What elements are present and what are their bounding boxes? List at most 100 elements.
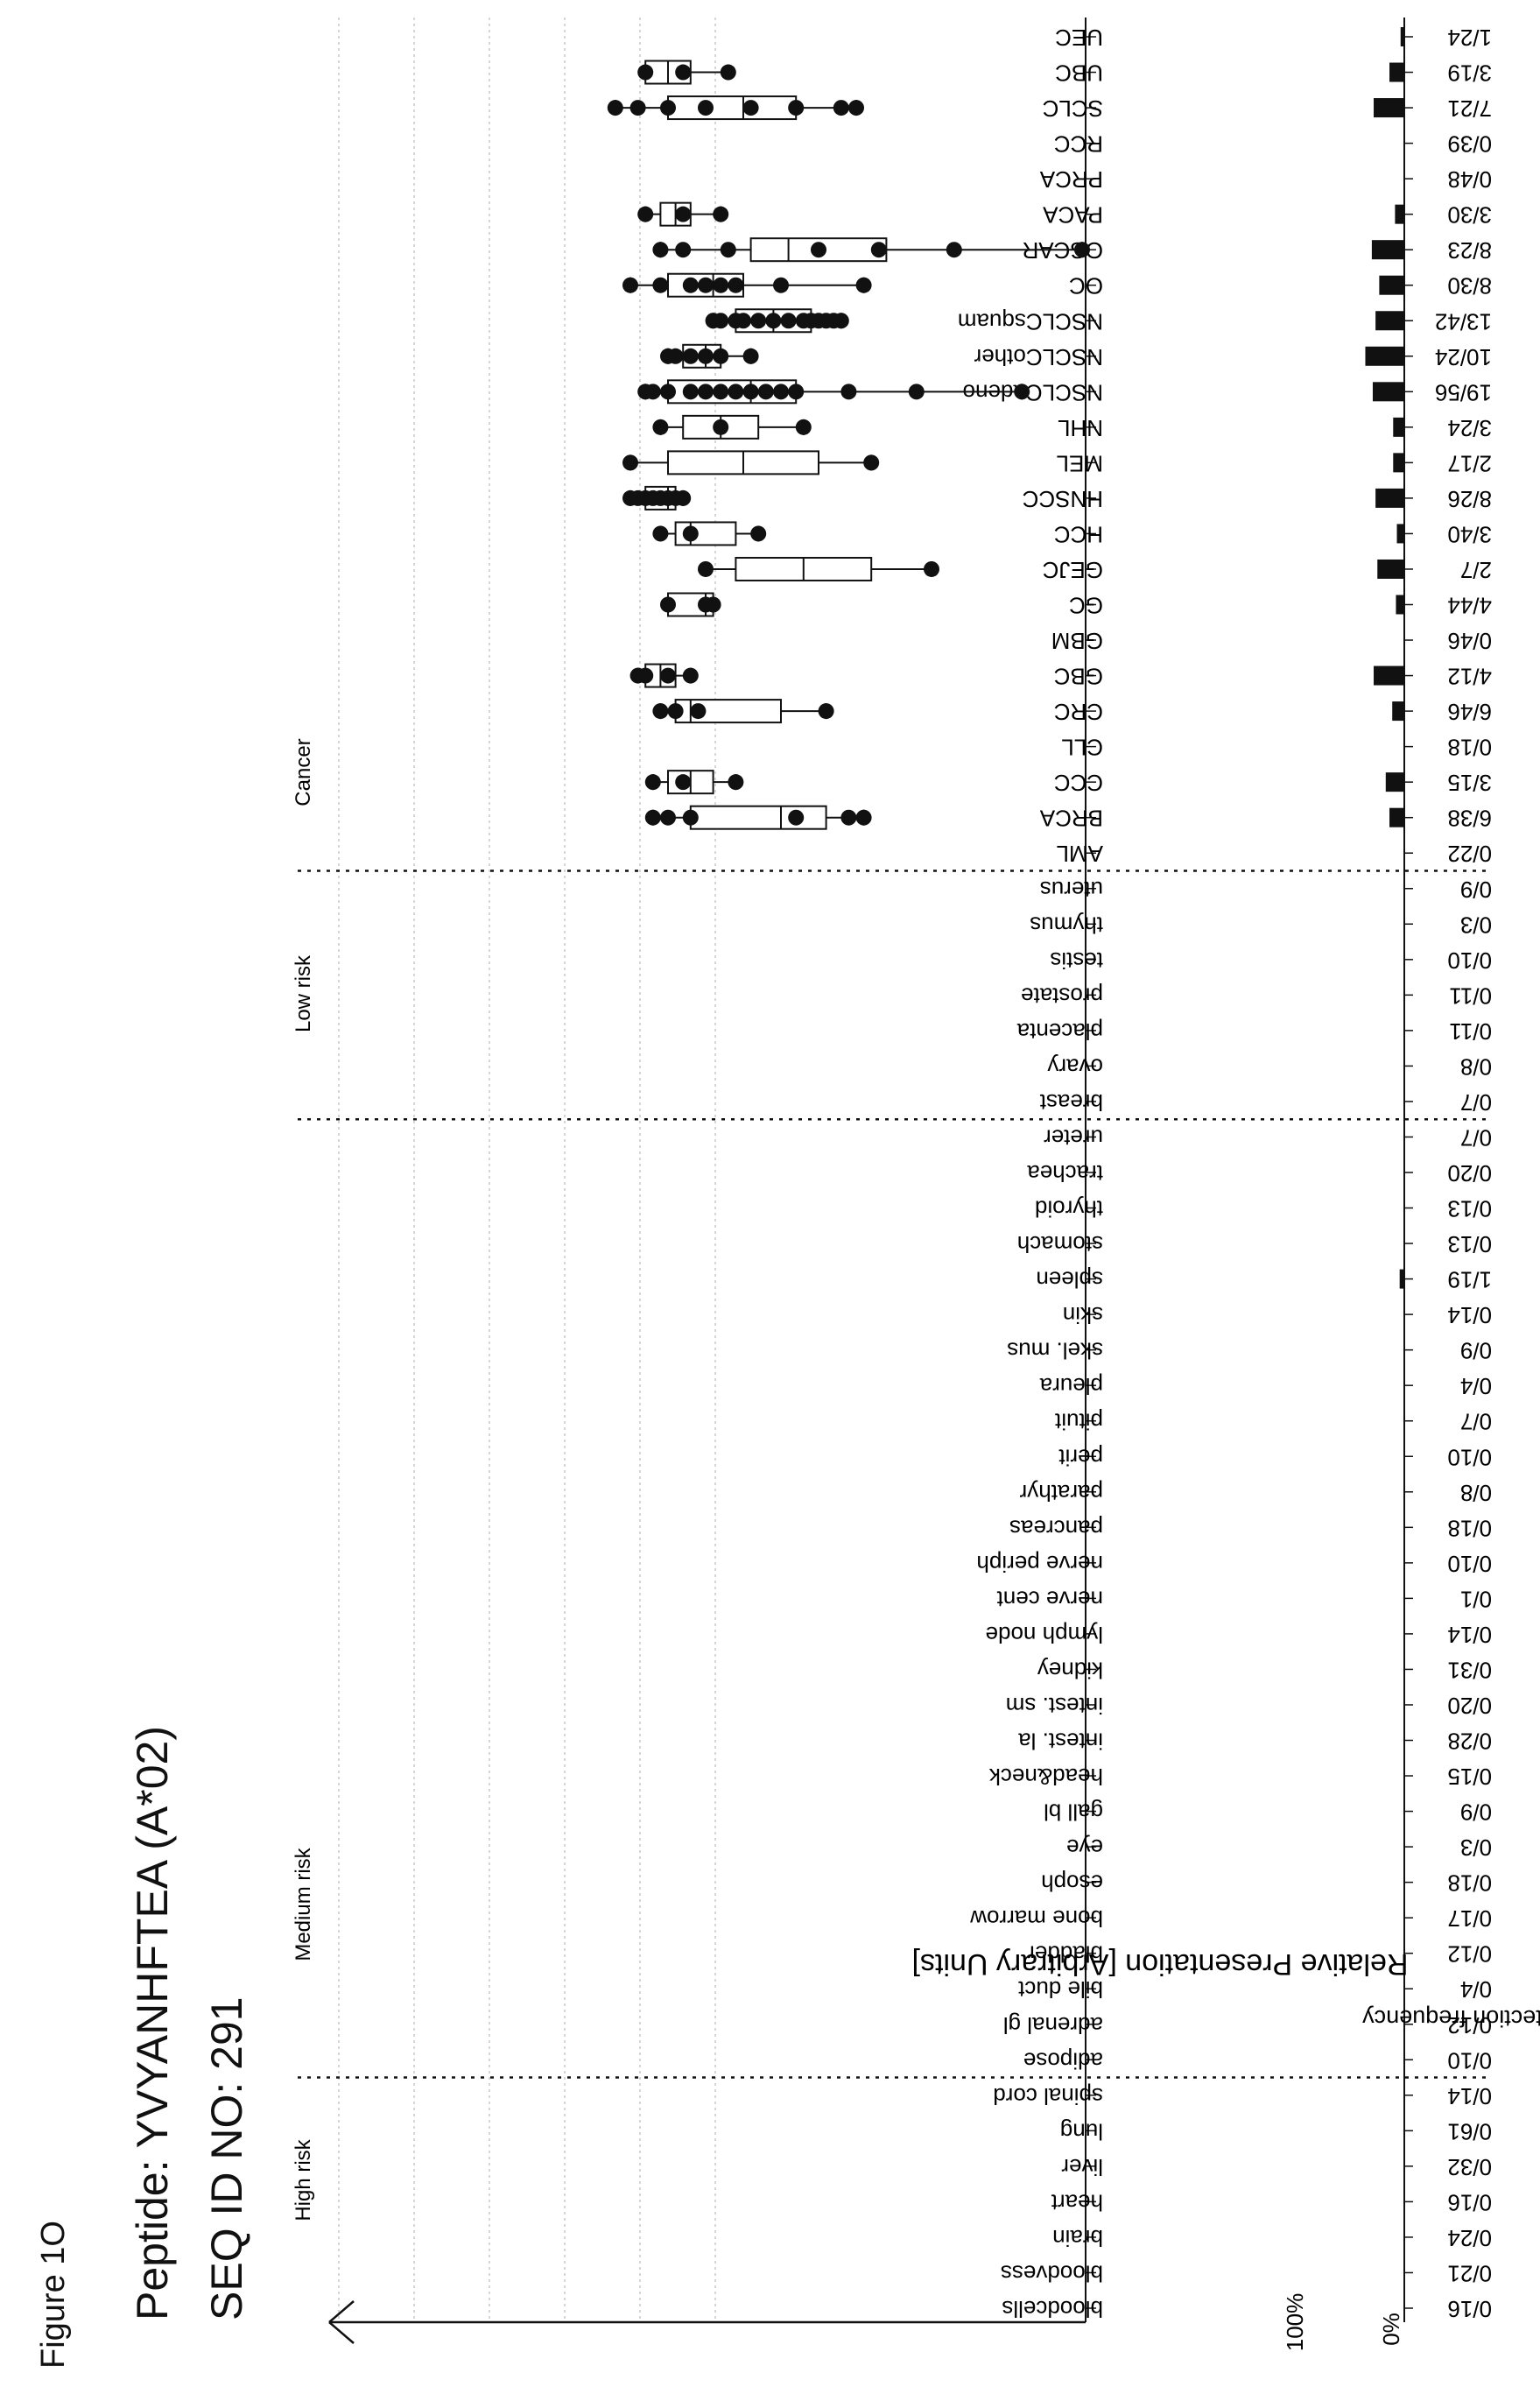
freq-label-bile-duct: 0/4 (1460, 1976, 1492, 2003)
data-point (622, 489, 638, 506)
freq-label-uterus: 0/9 (1460, 877, 1492, 903)
data-point (682, 525, 699, 542)
data-point (742, 100, 759, 116)
category-label-testis: testis (1050, 947, 1103, 974)
data-point (675, 774, 692, 791)
freq-label-nerve-periph: 0/10 (1447, 1551, 1492, 1577)
freq-label-gc: 4/44 (1447, 593, 1492, 619)
category-label-gejc: GEJC (1043, 557, 1103, 583)
freq-label-liver: 0/32 (1447, 2154, 1492, 2180)
data-point (652, 242, 669, 258)
group-label-low-risk: Low risk (292, 954, 315, 1032)
category-label-adrenal-gl: adrenal gl (1003, 2012, 1103, 2038)
freq-bar-nsclcadeno (1372, 382, 1404, 402)
category-label-pituit: pituit (1054, 1409, 1103, 1435)
category-label-lymph-node: lymph node (986, 1622, 1103, 1648)
data-point (788, 384, 805, 400)
freq-label-adipose: 0/10 (1447, 2047, 1492, 2074)
freq-label-aml: 0/22 (1447, 841, 1492, 867)
freq-bar-ccc (1385, 772, 1404, 792)
data-point (908, 384, 925, 400)
data-point (848, 100, 864, 116)
freq-label-gbm: 0/46 (1447, 628, 1492, 654)
data-point (863, 454, 880, 471)
category-label-adipose: adipose (1023, 2047, 1103, 2074)
category-label-cll: CLL (1061, 735, 1103, 761)
category-label-hcc: HCC (1054, 521, 1103, 547)
category-label-nhl: NHL (1058, 415, 1103, 441)
data-point (811, 242, 826, 258)
data-point (667, 703, 684, 720)
freq-label-parathyr: 0/8 (1460, 1480, 1492, 1506)
group-separators (298, 870, 1488, 2079)
data-point (742, 348, 759, 364)
box-plots (607, 60, 1090, 830)
category-label-gbm: GBM (1051, 628, 1103, 654)
data-point (946, 242, 962, 258)
freq-label-gall-bl: 0/9 (1460, 1799, 1492, 1826)
data-point (765, 313, 782, 329)
freq-bar-uec (1400, 27, 1404, 46)
freq-label-thymus: 0/3 (1460, 912, 1492, 938)
freq-tick-0: 0% (1378, 2313, 1404, 2346)
category-label-bloodvess: bloodvess (1001, 2260, 1103, 2286)
category-label-ovary: ovary (1047, 1053, 1103, 1080)
freq-label-testis: 0/10 (1447, 947, 1492, 974)
freq-label-oscar: 8/23 (1447, 237, 1492, 264)
category-label-prostate: prostate (1021, 982, 1103, 1009)
freq-label-intest-la: 0/28 (1447, 1729, 1492, 1755)
freq-label-placenta: 0/11 (1449, 1018, 1492, 1045)
freq-label-rcc: 0/39 (1447, 131, 1492, 158)
data-point (644, 809, 661, 826)
data-point (713, 206, 729, 222)
freq-label-ovary: 0/8 (1460, 1053, 1492, 1080)
freq-bar-oc (1379, 275, 1404, 295)
freq-label-lung: 0/61 (1447, 2118, 1492, 2144)
data-point (675, 64, 692, 81)
data-point (742, 384, 759, 400)
freq-label-pituit: 0/7 (1460, 1409, 1492, 1435)
category-label-crc: CRC (1054, 699, 1103, 725)
category-label-uterus: uterus (1040, 877, 1103, 903)
category-label-heart: heart (1051, 2189, 1103, 2215)
freq-tick-100: 100% (1282, 2293, 1308, 2352)
data-point (833, 100, 849, 116)
freq-label-gbc: 4/12 (1447, 664, 1492, 690)
category-label-pleura: pleura (1039, 1373, 1103, 1399)
data-point (713, 384, 729, 400)
freq-label-ureter: 0/7 (1460, 1124, 1492, 1151)
freq-label-sclc: 7/21 (1447, 95, 1492, 122)
category-label-kidney: kidney (1037, 1657, 1103, 1683)
data-point (728, 277, 744, 293)
freq-label-adrenal-gl: 0/12 (1447, 2012, 1492, 2038)
data-point (660, 596, 676, 613)
freq-label-bloodvess: 0/21 (1447, 2260, 1492, 2286)
box-brca (689, 805, 827, 830)
data-point (682, 809, 699, 826)
category-label-parathyr: parathyr (1019, 1480, 1103, 1506)
data-point (698, 560, 714, 577)
freq-label-paca: 3/30 (1447, 202, 1492, 229)
freq-label-perit: 0/10 (1447, 1444, 1492, 1470)
freq-label-nsclcsquam: 13/42 (1435, 308, 1492, 334)
data-point (622, 454, 638, 471)
data-point (607, 100, 623, 116)
category-label-pancreas: pancreas (1009, 1515, 1103, 1541)
freq-label-spinal-cord: 0/14 (1447, 2083, 1492, 2109)
freq-label-uec: 1/24 (1447, 25, 1492, 51)
category-label-spleen: spleen (1036, 1267, 1103, 1293)
data-point (818, 703, 834, 720)
category-label-hnscc: HNSCC (1023, 486, 1103, 512)
data-point (728, 774, 744, 791)
category-label-liver: liver (1061, 2154, 1103, 2180)
category-label-intest-la: intest. la (1018, 1729, 1103, 1755)
freq-label-bone-marrow: 0/17 (1447, 1905, 1492, 1932)
category-label-ccc: CCC (1054, 770, 1103, 796)
group-label-high-risk: High risk (292, 2138, 315, 2221)
data-point (713, 277, 729, 293)
freq-bar-spleen (1399, 1269, 1404, 1289)
data-point (698, 596, 714, 613)
freq-bar-gbc (1374, 665, 1404, 686)
category-label-eye: eye (1066, 1834, 1103, 1861)
freq-label-brca: 6/38 (1447, 806, 1492, 832)
